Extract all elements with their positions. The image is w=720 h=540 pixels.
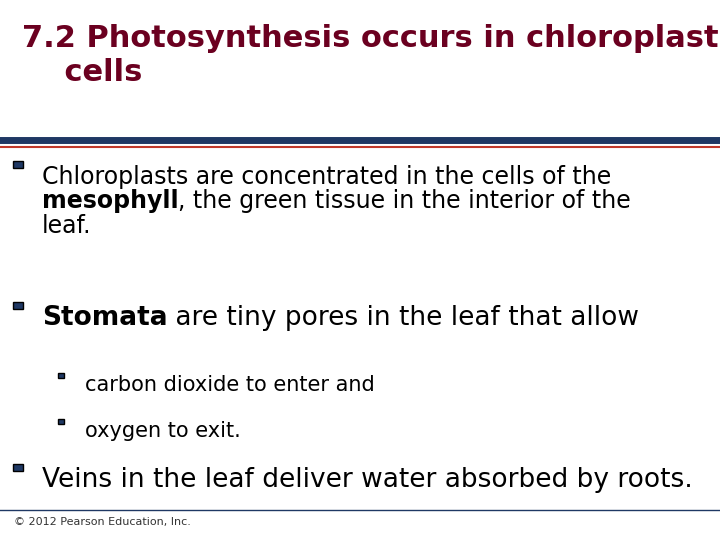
Text: are tiny pores in the leaf that allow: are tiny pores in the leaf that allow	[167, 305, 639, 331]
FancyBboxPatch shape	[58, 419, 65, 423]
FancyBboxPatch shape	[14, 463, 23, 470]
Text: oxygen to exit.: oxygen to exit.	[85, 421, 240, 441]
FancyBboxPatch shape	[14, 161, 23, 168]
FancyBboxPatch shape	[58, 373, 65, 378]
Text: carbon dioxide to enter and: carbon dioxide to enter and	[85, 375, 374, 395]
FancyBboxPatch shape	[14, 301, 23, 309]
Text: mesophyll: mesophyll	[42, 190, 179, 213]
Text: Stomata: Stomata	[42, 305, 167, 331]
Text: Veins in the leaf deliver water absorbed by roots.: Veins in the leaf deliver water absorbed…	[42, 467, 693, 493]
Text: 7.2 Photosynthesis occurs in chloroplasts in plant
    cells: 7.2 Photosynthesis occurs in chloroplast…	[22, 24, 720, 87]
Text: leaf.: leaf.	[42, 214, 91, 238]
Text: Chloroplasts are concentrated in the cells of the: Chloroplasts are concentrated in the cel…	[42, 165, 611, 188]
Text: , the green tissue in the interior of the: , the green tissue in the interior of th…	[179, 190, 631, 213]
Text: © 2012 Pearson Education, Inc.: © 2012 Pearson Education, Inc.	[14, 517, 192, 528]
